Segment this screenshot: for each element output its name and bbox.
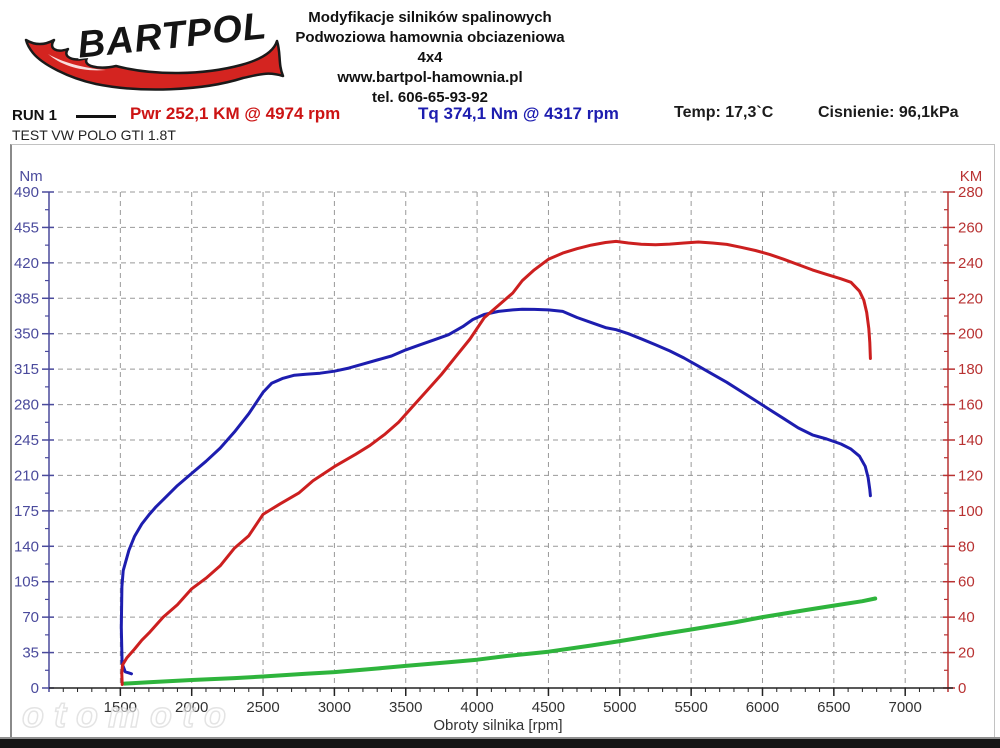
right-tick-label: 200 <box>958 326 983 343</box>
torque-readout: Tq 374,1 Nm @ 4317 rpm <box>418 104 619 123</box>
tagline-1: Modyfikacje silników spalinowych <box>308 9 552 26</box>
x-tick-label: 5500 <box>674 699 707 716</box>
left-tick-label: 350 <box>14 326 39 343</box>
left-tick-label: 175 <box>14 503 39 520</box>
left-tick-label: 490 <box>14 184 39 201</box>
right-tick-label: 280 <box>958 184 983 201</box>
bottom-bar <box>0 737 1000 748</box>
left-tick-label: 245 <box>14 432 39 449</box>
gridlines <box>49 191 948 688</box>
run-line-swatch <box>76 115 116 118</box>
right-tick-label: 260 <box>958 219 983 236</box>
flame-swoosh-icon <box>24 38 285 91</box>
x-axis-title: Obroty silnika [rpm] <box>433 717 562 734</box>
x-tick-label: 1500 <box>104 699 137 716</box>
x-tick-label: 6500 <box>817 699 850 716</box>
x-tick-label: 3500 <box>389 699 422 716</box>
right-tick-label: 0 <box>958 680 966 697</box>
curve-torque <box>119 307 872 676</box>
x-tick-label: 7000 <box>889 699 922 716</box>
right-tick-label: 180 <box>958 361 983 378</box>
right-tick-label: 140 <box>958 432 983 449</box>
left-tick-label: 280 <box>14 397 39 414</box>
x-tick-label: 5000 <box>603 699 636 716</box>
curve-loss <box>122 596 878 686</box>
temperature-readout: Temp: 17,3`C <box>674 104 774 121</box>
right-tick-label: 220 <box>958 290 983 307</box>
right-tick-label: 240 <box>958 255 983 272</box>
header-text-block: Modyfikacje silników spalinowych Podwozi… <box>290 8 570 108</box>
left-axis-title: Nm <box>19 168 42 185</box>
left-tick-label: 455 <box>14 219 39 236</box>
tagline-2: Podwoziowa hamownia obciazeniowa 4x4 <box>295 29 565 66</box>
x-tick-label: 4000 <box>460 699 493 716</box>
watermark: otomoto <box>21 693 236 736</box>
left-tick-label: 315 <box>14 361 39 378</box>
phone: tel. 606-65-93-92 <box>372 89 488 106</box>
right-axis-title: KM <box>960 168 983 185</box>
run-label: RUN 1 <box>12 107 58 124</box>
left-tick-label: 0 <box>31 680 39 697</box>
curve-power <box>120 239 872 686</box>
right-tick-label: 20 <box>958 645 975 662</box>
pressure-readout: Cisnienie: 96,1kPa <box>818 104 959 121</box>
left-axis: 0 35 70 105 140 175 210 245 280 315 350 385 420 455 49… <box>14 168 54 697</box>
x-tick-label: 6000 <box>746 699 779 716</box>
x-tick-label: 2000 <box>175 699 208 716</box>
left-tick-label: 140 <box>14 538 39 555</box>
left-tick-label: 210 <box>14 467 39 484</box>
right-tick-label: 160 <box>958 397 983 414</box>
website: www.bartpol-hamownia.pl <box>337 69 523 86</box>
left-tick-label: 385 <box>14 290 39 307</box>
left-tick-label: 105 <box>14 574 39 591</box>
x-axis: 1500 2000 2500 3000 3500 4000 4500 5000 5500 6000… <box>49 687 953 734</box>
right-tick-label: 100 <box>958 503 983 520</box>
flame-highlight <box>48 54 106 71</box>
x-tick-label: 4500 <box>532 699 565 716</box>
right-tick-label: 60 <box>958 574 975 591</box>
right-tick-label: 40 <box>958 609 975 626</box>
right-tick-label: 120 <box>958 467 983 484</box>
right-axis: 0 20 40 60 80 100 120 140 160 180 200 220 240 260 280K… <box>943 168 983 697</box>
power-readout: Pwr 252,1 KM @ 4974 rpm <box>130 104 341 123</box>
right-tick-label: 80 <box>958 538 975 555</box>
x-tick-label: 2500 <box>246 699 279 716</box>
bartpol-logo: BARTPOL <box>24 4 285 91</box>
x-tick-label: 3000 <box>318 699 351 716</box>
left-tick-label: 35 <box>22 645 39 662</box>
test-label: TEST VW POLO GTI 1.8T <box>12 127 176 143</box>
left-tick-label: 70 <box>22 609 39 626</box>
left-tick-label: 420 <box>14 255 39 272</box>
